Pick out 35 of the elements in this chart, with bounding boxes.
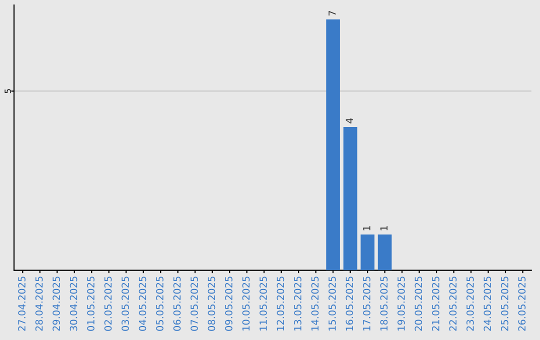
x-tick-label: 30.04.2025 bbox=[70, 276, 78, 331]
x-tick-label: 09.05.2025 bbox=[225, 276, 232, 331]
x-tick-label: 12.05.2025 bbox=[276, 276, 284, 330]
x-tick-label: 23.05.2025 bbox=[466, 276, 474, 331]
x-tick-label: 22.05.2025 bbox=[449, 276, 457, 331]
x-tick-label: 04.05.2025 bbox=[138, 276, 146, 331]
x-tick-label: 05.05.2025 bbox=[156, 276, 164, 331]
x-tick-label: 07.05.2025 bbox=[190, 276, 198, 331]
x-tick-label: 03.05.2025 bbox=[122, 276, 129, 331]
x-tick-label: 26.05.2025 bbox=[518, 276, 526, 331]
x-tick-label: 11.05.2025 bbox=[260, 276, 267, 330]
x-tick-label: 16.05.2025 bbox=[346, 276, 354, 330]
x-tick-label: 02.05.2025 bbox=[104, 276, 112, 331]
y-tick-label: 5 bbox=[4, 89, 11, 94]
x-tick-label: 21.05.2025 bbox=[432, 276, 440, 331]
data-label: 7 bbox=[328, 10, 336, 16]
x-tick-label: 01.05.2025 bbox=[87, 276, 94, 331]
data-label: 1 bbox=[380, 226, 388, 230]
x-tick-label: 29.04.2025 bbox=[52, 276, 60, 331]
x-tick-label: 08.05.2025 bbox=[208, 276, 216, 331]
x-tick-label: 27.04.2025 bbox=[18, 276, 26, 331]
data-label: 4 bbox=[346, 118, 353, 124]
x-tick-label: 15.05.2025 bbox=[328, 276, 336, 330]
x-tick-label: 24.05.2025 bbox=[484, 276, 492, 331]
x-tick-label: 13.05.2025 bbox=[294, 276, 302, 330]
x-tick-label: 17.05.2025 bbox=[363, 276, 370, 330]
x-tick-label: 28.04.2025 bbox=[35, 276, 43, 331]
x-tick-label: 25.05.2025 bbox=[500, 276, 508, 331]
x-tick-label: 14.05.2025 bbox=[311, 276, 319, 330]
data-label: 1 bbox=[363, 226, 370, 230]
x-tick-label: 20.05.2025 bbox=[414, 276, 422, 331]
x-tick-label: 10.05.2025 bbox=[242, 276, 250, 330]
x-tick-label: 18.05.2025 bbox=[380, 276, 388, 330]
x-tick-label: 19.05.2025 bbox=[397, 276, 405, 330]
x-tick-label: 06.05.2025 bbox=[173, 276, 181, 331]
